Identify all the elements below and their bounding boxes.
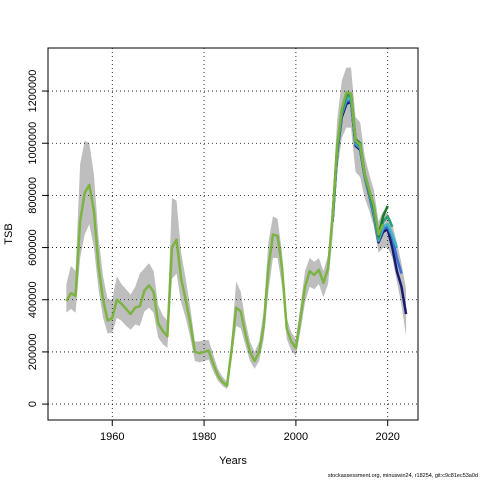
- y-axis-label: TSB: [3, 223, 15, 244]
- y-tick-label: 200000: [27, 334, 39, 371]
- confidence-band: [66, 67, 407, 389]
- y-tick-label: 400000: [27, 281, 39, 318]
- y-tick-label: 600000: [27, 229, 39, 266]
- y-tick-label: 1000000: [27, 122, 39, 165]
- footer: stockassessment.org, minuswin24, r18254,…: [328, 473, 478, 479]
- y-tick-label: 800000: [27, 177, 39, 214]
- x-tick-label: 1980: [192, 431, 216, 443]
- y-tick-label: 1200000: [27, 70, 39, 113]
- x-tick-label: 1960: [100, 431, 124, 443]
- x-tick-label: 2000: [284, 431, 308, 443]
- x-tick-label: 2020: [375, 431, 399, 443]
- x-axis-label: Years: [219, 455, 247, 467]
- plot-frame: [47, 47, 419, 421]
- y-tick-label: 0: [27, 401, 39, 407]
- series-line: [65, 91, 385, 388]
